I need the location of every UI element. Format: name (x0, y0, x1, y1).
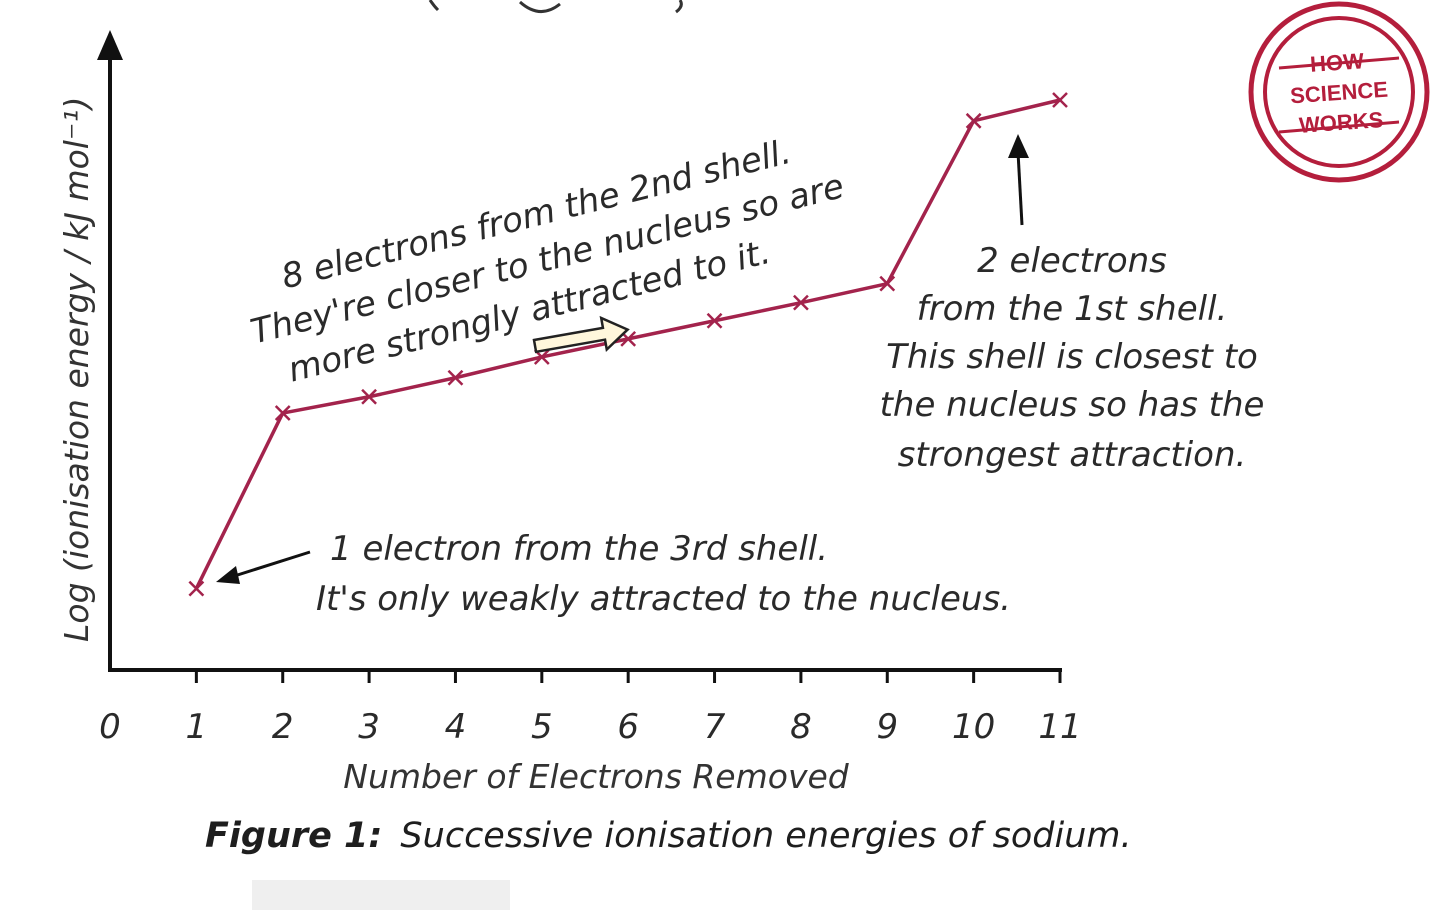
x-tick-label-4: 4 (445, 707, 467, 747)
cropped-top-text (428, 0, 683, 14)
data-point-7 (706, 312, 723, 329)
series-sodium (188, 92, 1068, 597)
annotation-1st-shell-line2: from the 1st shell. (917, 289, 1228, 329)
x-tick-label-2: 2 (272, 707, 294, 747)
how-science-works-badge: HOW SCIENCE WORKS (1248, 1, 1430, 183)
data-point-11 (1052, 92, 1068, 108)
x-tick-label-9: 9 (876, 707, 898, 747)
badge-line2: SCIENCE (1289, 77, 1388, 109)
figure-number: Figure 1: (205, 816, 383, 856)
x-tick-label-5: 5 (531, 707, 553, 747)
block-arrow-icon (532, 315, 630, 354)
figure-caption-text: Successive ionisation energies of sodium… (400, 816, 1132, 856)
data-point-9 (879, 275, 896, 292)
annotation-3rd-shell-line1: 1 electron from the 3rd shell. (330, 529, 828, 569)
x-tick-label-8: 8 (790, 707, 812, 747)
data-point-3 (361, 388, 377, 405)
data-point-8 (793, 294, 809, 311)
x-tick-labels: 0 1 2 3 4 5 6 7 8 9 10 11 (99, 707, 1081, 747)
cropped-bottom-element (252, 880, 510, 910)
x-tick-label-11: 11 (1038, 707, 1081, 747)
annotation-1st-shell-line3: This shell is closest to (886, 337, 1258, 377)
x-tick-label-10: 10 (952, 707, 995, 747)
badge-line3: WORKS (1298, 107, 1384, 138)
x-tick-label-6: 6 (617, 707, 639, 747)
annotation-1st-shell: 2 electrons from the 1st shell. This she… (880, 134, 1265, 475)
x-tick-label-3: 3 (358, 707, 380, 747)
data-point-2 (274, 405, 291, 421)
data-point-10 (965, 112, 982, 129)
x-tick-label-7: 7 (704, 707, 726, 747)
annotation-1st-shell-line5: strongest attraction. (898, 435, 1247, 475)
x-tick-label-0: 0 (99, 707, 121, 747)
data-point-4 (447, 369, 464, 386)
annotation-1st-shell-line1: 2 electrons (977, 241, 1167, 281)
y-axis-label: Log (ionisation energy / kJ mol⁻¹) (57, 97, 96, 642)
figure-caption: Figure 1: Successive ionisation energies … (205, 816, 1132, 856)
x-axis-label: Number of Electrons Removed (343, 757, 850, 796)
badge-line1: HOW (1309, 48, 1365, 77)
y-axis-arrow (97, 30, 123, 60)
x-tick-label-1: 1 (186, 707, 208, 747)
annotation-3rd-shell-line2: It's only weakly attracted to the nucleu… (316, 579, 1011, 619)
annotation-1st-shell-line4: the nucleus so has the (880, 385, 1265, 425)
data-point-1 (188, 580, 205, 597)
x-ticks (194, 670, 1062, 683)
annotation-3rd-shell: 1 electron from the 3rd shell. It's only… (216, 529, 1011, 619)
